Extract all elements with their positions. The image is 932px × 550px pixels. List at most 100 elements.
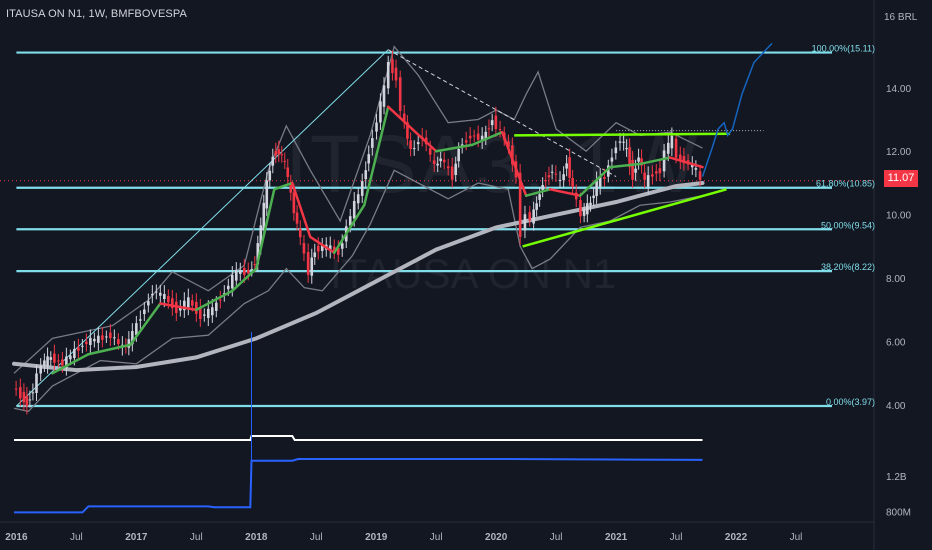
candle-body: [289, 183, 293, 193]
time-tick-label: Jul: [310, 532, 323, 543]
downtrend-dashed-line: [387, 49, 617, 178]
fib-level-label: 100.00%(15.11): [812, 44, 875, 54]
fast-ema-segment: [578, 165, 612, 197]
candle-body: [535, 203, 538, 210]
candle-body: [618, 141, 622, 143]
candle-body: [412, 148, 416, 150]
candle-body: [698, 171, 702, 180]
price-tick-label: 6.00: [886, 338, 906, 349]
fast-ema-segment: [410, 127, 438, 153]
candle-body: [199, 307, 202, 320]
triangle-upper-line: [514, 132, 731, 137]
candle-body: [310, 257, 314, 276]
candle-body: [259, 225, 263, 248]
candle-body: [532, 209, 535, 224]
candle-body: [117, 339, 120, 344]
candle-body: [511, 145, 514, 165]
fib-level-label: 61.80%(10.85): [816, 179, 875, 189]
candle-body: [97, 335, 100, 343]
candle-body: [61, 359, 64, 366]
candle-body: [634, 168, 637, 173]
candle-body: [256, 243, 260, 265]
fast-ema-segment: [129, 302, 162, 347]
candle-body: [298, 228, 302, 238]
candle-body: [215, 302, 218, 311]
candle-body: [14, 388, 18, 390]
candle-body: [28, 399, 32, 401]
candle-body: [46, 356, 49, 366]
candle-body: [631, 159, 634, 180]
candle-body: [218, 299, 222, 301]
candle-body: [352, 200, 356, 219]
candle-body: [694, 168, 698, 170]
candle-body: [484, 131, 488, 140]
candle-body: [226, 285, 230, 290]
candle-body: [550, 171, 554, 173]
candle-body: [568, 157, 571, 178]
candle-body: [690, 164, 694, 168]
candle-body: [18, 387, 22, 399]
candle-body: [494, 115, 498, 129]
candle-body: [592, 195, 595, 199]
candle-body: [579, 199, 582, 217]
candle-body: [541, 184, 544, 190]
candle-body: [468, 135, 472, 139]
candle-body: [446, 166, 450, 169]
bollinger-upper-line: [13, 45, 703, 374]
candle-body: [622, 141, 625, 143]
candle-body: [155, 291, 158, 293]
candle-body: [274, 151, 278, 156]
candle-body: [69, 355, 72, 360]
fast-ema-segment: [608, 162, 642, 169]
candle-body: [135, 323, 138, 336]
candle-body: [313, 252, 317, 258]
candle-body: [595, 180, 598, 197]
fib-level-label: 0.00%(3.97): [826, 397, 875, 407]
candle-body: [207, 308, 210, 318]
candle-body: [360, 181, 364, 196]
volume-tick-label: 1.2B: [886, 472, 907, 483]
candle-body: [487, 128, 491, 130]
candle-body: [230, 274, 234, 289]
price-tick-label: 4.00: [886, 401, 906, 412]
candle-body: [674, 138, 678, 158]
candle-body: [328, 245, 332, 251]
time-tick-label: Jul: [790, 532, 803, 543]
candle-body: [457, 149, 460, 162]
candle-body: [614, 147, 618, 154]
fast-ema-segment: [638, 156, 672, 166]
candle-body: [490, 120, 494, 126]
candle-body: [139, 319, 142, 321]
candle-body: [332, 246, 336, 253]
candle-body: [371, 138, 374, 148]
candle-body: [131, 331, 134, 345]
candle-body: [678, 154, 682, 162]
candle-body: [375, 122, 378, 132]
fast-ema-segment: [332, 203, 366, 255]
price-tick-label: 8.00: [886, 274, 906, 285]
last-price-badge: 11.07: [884, 170, 918, 187]
fast-ema-segment: [668, 156, 704, 169]
candle-body: [211, 307, 214, 316]
fast-ema-segment: [231, 267, 258, 293]
fast-ema-segment: [195, 289, 234, 312]
time-tick-label: Jul: [430, 532, 443, 543]
candle-body: [507, 141, 510, 148]
candle-body: [382, 85, 386, 107]
candle-body: [143, 309, 146, 315]
candle-body: [93, 338, 96, 342]
candle-body: [159, 292, 162, 296]
candle-body: [398, 77, 402, 111]
candle-body: [109, 332, 112, 339]
candle-body: [242, 267, 246, 275]
candle-body: [367, 154, 371, 164]
time-tick-label: 2021: [605, 532, 628, 543]
symbol-title[interactable]: ITAUSA ON N1, 1W, BMFBOVESPA: [6, 8, 187, 20]
candle-body: [640, 158, 643, 166]
candle-body: [682, 156, 686, 164]
candle-body: [85, 341, 88, 345]
candle-body: [646, 175, 650, 187]
candle-body: [127, 339, 131, 348]
